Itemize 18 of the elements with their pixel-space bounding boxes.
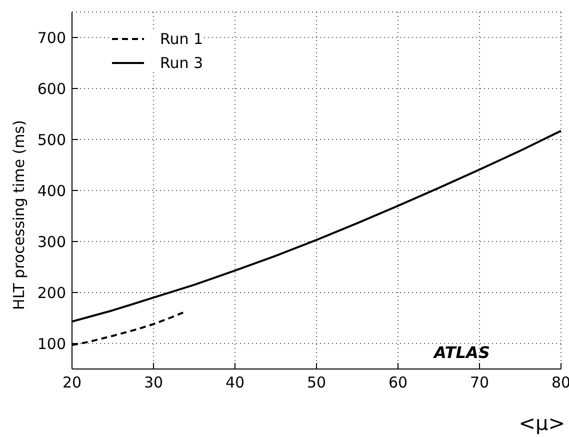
y-tick-label: 100	[37, 334, 66, 353]
x-tick-label: 50	[306, 374, 326, 392]
y-axis-title: HLT processing time (ms)	[10, 120, 28, 310]
legend-label: Run 3	[160, 54, 204, 72]
y-tick-label: 700	[37, 28, 66, 47]
y-tick-label: 500	[37, 130, 66, 149]
y-tick-label: 300	[37, 232, 66, 251]
x-tick-label: 40	[225, 374, 245, 392]
y-tick-label: 400	[37, 182, 66, 200]
y-tick-label: 200	[37, 284, 66, 302]
x-tick-label: 30	[144, 374, 164, 392]
x-tick-label: 70	[470, 374, 490, 392]
legend-label: Run 1	[160, 30, 204, 48]
x-tick-label: 20	[62, 374, 82, 392]
y-tick-label: 600	[37, 80, 66, 98]
x-axis-title: <μ>	[518, 411, 565, 435]
annotation: ATLAS	[434, 343, 490, 362]
x-tick-label: 60	[388, 374, 408, 392]
